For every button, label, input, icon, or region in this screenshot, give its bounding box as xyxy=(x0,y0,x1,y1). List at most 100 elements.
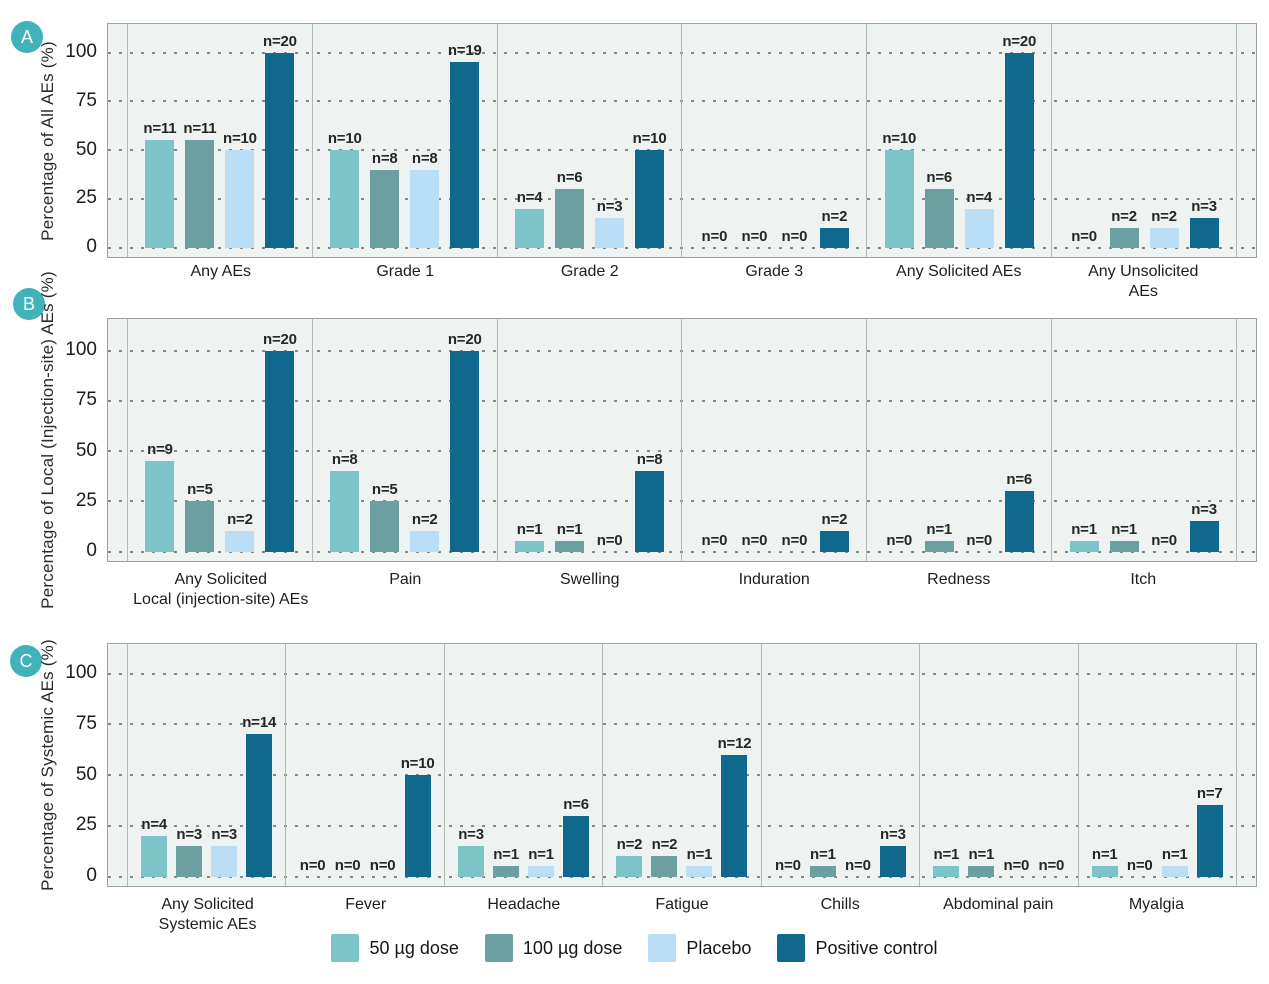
bar: n=4 xyxy=(515,189,545,248)
category-label: Any Unsolicited AEs xyxy=(1088,263,1199,300)
bar-n-label: n=9 xyxy=(147,441,173,459)
bar-n-label: n=0 xyxy=(701,531,728,549)
bar-n-label: n=7 xyxy=(1196,785,1223,803)
facet-swelling: n=1 n=1 n=0 n=8 xyxy=(496,319,682,561)
bar-n-label: n=0 xyxy=(701,227,728,245)
legend-label: 100 µg dose xyxy=(522,937,623,958)
bar: n=3 xyxy=(879,826,906,877)
bar-n-label: n=0 xyxy=(299,856,326,874)
bar-n-label: n=0 xyxy=(845,856,871,874)
bar-n-label: n=10 xyxy=(632,130,667,147)
facet-pain: n=8 n=5 n=2 n=20 xyxy=(311,319,497,561)
bar-n-label: n=20 xyxy=(1002,32,1037,50)
bar-n-label: n=20 xyxy=(263,330,297,348)
facet-any-solicited: n=4 n=3 n=3 n=14 xyxy=(128,644,285,886)
category-label: Pain xyxy=(389,571,422,588)
facet-any-solicited-aes: n=10 n=6 n=4 n=20 xyxy=(866,24,1051,257)
legend-swatch xyxy=(648,934,677,962)
y-tick-label: 50 xyxy=(75,439,97,461)
y-tick-label: 100 xyxy=(65,41,97,62)
legend-item: 50 µg dose xyxy=(331,934,459,962)
bar: n=12 xyxy=(718,735,752,877)
bar-n-label: n=2 xyxy=(616,836,643,854)
axis-padding-strip xyxy=(1235,644,1256,886)
y-tick-label: 100 xyxy=(65,662,97,683)
bar: n=6 xyxy=(563,796,589,877)
legend-swatch xyxy=(777,934,806,962)
bar-n-label: n=5 xyxy=(371,481,398,499)
legend-label: 50 µg dose xyxy=(369,937,459,958)
bar-n-label: n=3 xyxy=(1191,501,1217,519)
bar-n-label: n=0 xyxy=(966,531,993,549)
bar-n-label: n=8 xyxy=(411,149,438,167)
facet-fever: n=0 n=0 n=0 n=10 xyxy=(285,644,443,886)
bar-n-label: n=20 xyxy=(447,330,482,348)
facet-fatigue: n=2 n=2 n=1 n=12 xyxy=(602,644,760,886)
bar-n-label: n=1 xyxy=(556,521,583,539)
bar: n=11 xyxy=(143,120,177,248)
bar: n=2 xyxy=(1149,208,1179,248)
bar: n=10 xyxy=(882,130,916,248)
bar: n=4 xyxy=(964,189,994,248)
bar-n-label: n=0 xyxy=(781,531,808,549)
plot-area: n=4 n=3 n=3 n=14 n=0 n=0 n=0 n=10 n=3 n=1 n=1 n=6 n=… xyxy=(107,643,1257,887)
facet-any-unsolicited-aes: n=0 n=2 n=2 n=3 xyxy=(1051,24,1236,257)
bar: n=2 xyxy=(1109,208,1139,248)
bar: n=10 xyxy=(633,130,667,248)
category-label: Abdominal pain xyxy=(943,896,1054,913)
bar-n-label: n=3 xyxy=(880,826,906,844)
legend-label: Placebo xyxy=(686,937,752,958)
bar-n-label: n=1 xyxy=(1071,521,1097,539)
y-tick-label: 0 xyxy=(86,865,97,886)
y-tick-label: 75 xyxy=(75,712,97,734)
gridline-100 xyxy=(108,672,1256,675)
bar-n-label: n=8 xyxy=(636,451,663,469)
bar-n-label: n=1 xyxy=(926,521,953,539)
bar: n=3 xyxy=(1189,501,1219,552)
y-tick-label: 25 xyxy=(75,187,97,209)
bar: n=3 xyxy=(176,826,202,877)
bar-n-label: n=0 xyxy=(1071,227,1097,245)
bar-n-label: n=0 xyxy=(369,856,396,874)
axis-padding-strip xyxy=(1235,24,1256,257)
bar: n=2 xyxy=(410,511,440,552)
facet-grade-2: n=4 n=6 n=3 n=10 xyxy=(496,24,682,257)
bar: n=1 xyxy=(555,521,585,552)
bar-n-label: n=2 xyxy=(1111,208,1137,225)
bar-n-label: n=8 xyxy=(371,149,398,167)
y-tick-label: 25 xyxy=(75,814,97,836)
bar: n=8 xyxy=(370,150,400,248)
bar: n=2 xyxy=(819,208,849,248)
axis-padding-strip xyxy=(108,24,128,257)
bar: n=6 xyxy=(555,169,585,248)
bar: n=1 xyxy=(1091,846,1118,877)
y-tick-label: 75 xyxy=(75,89,97,111)
bar-n-label: n=1 xyxy=(528,846,554,864)
bar: n=20 xyxy=(448,331,482,552)
bar-n-label: n=0 xyxy=(1038,856,1065,874)
bar: n=1 xyxy=(1109,521,1139,552)
bar-n-label: n=3 xyxy=(176,826,203,844)
bar-n-label: n=10 xyxy=(327,130,362,147)
facet-grade-1: n=10 n=8 n=8 n=19 xyxy=(311,24,497,257)
bar-n-label: n=10 xyxy=(223,130,257,147)
category-label: Headache xyxy=(487,896,561,913)
bar-n-label: n=2 xyxy=(1151,208,1177,225)
bar-n-label: n=14 xyxy=(242,714,277,732)
legend-swatch xyxy=(331,934,360,962)
bar: n=2 xyxy=(651,836,678,877)
bar: n=19 xyxy=(448,42,482,248)
legend-item: 100 µg dose xyxy=(484,934,623,962)
facet-row: n=11 n=11 n=10 n=20 n=10 n=8 n=8 n=19 n=4 n=6 n=3 n… xyxy=(108,24,1256,257)
facet-headache: n=3 n=1 n=1 n=6 xyxy=(443,644,602,886)
bar: n=1 xyxy=(1161,846,1188,877)
bar-n-label: n=10 xyxy=(400,755,435,772)
bar: n=6 xyxy=(924,169,954,248)
bar-n-label: n=4 xyxy=(141,815,168,833)
category-label: Grade 3 xyxy=(745,263,804,280)
bar-n-label: n=11 xyxy=(183,120,217,138)
bar-n-label: n=1 xyxy=(1111,521,1137,539)
category-label: Redness xyxy=(927,571,991,588)
bar-n-label: n=0 xyxy=(596,531,623,549)
bar: n=1 xyxy=(933,846,959,877)
